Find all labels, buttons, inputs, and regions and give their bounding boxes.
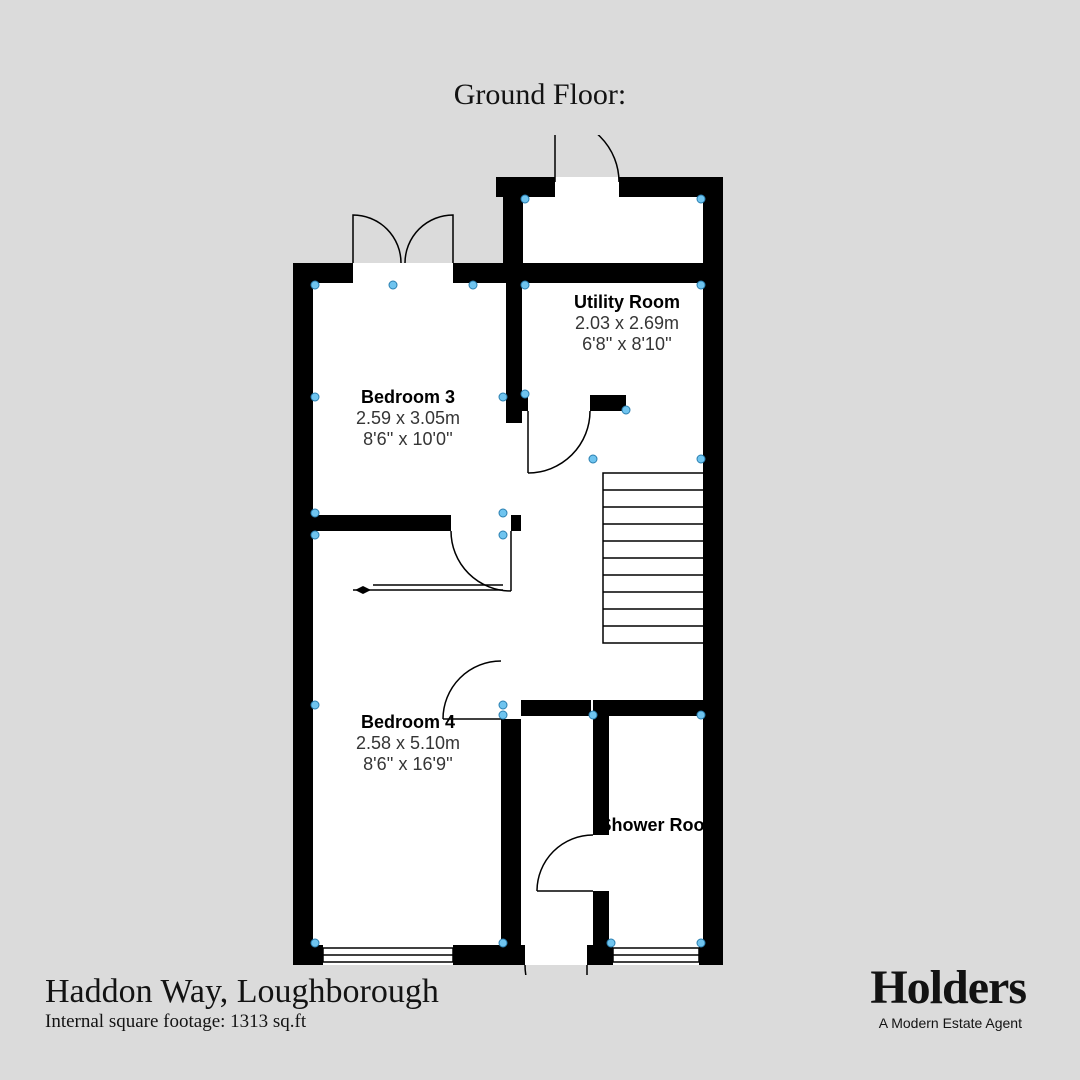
square-footage: Internal square footage: 1313 sq.ft	[45, 1011, 306, 1033]
room-imperial: 8'6'' x 16'9''	[328, 754, 488, 775]
label-shower: Shower Room	[590, 815, 730, 836]
room-imperial: 6'8'' x 8'10''	[547, 334, 707, 355]
property-address: Haddon Way, Loughborough	[45, 973, 439, 1011]
brand-name: Holders	[870, 960, 1026, 1015]
label-bedroom3: Bedroom 3 2.59 x 3.05m 8'6'' x 10'0''	[328, 387, 488, 450]
room-imperial: 8'6'' x 10'0''	[328, 429, 488, 450]
room-name: Bedroom 3	[328, 387, 488, 408]
room-metric: 2.59 x 3.05m	[328, 408, 488, 429]
room-name: Bedroom 4	[328, 712, 488, 733]
label-bedroom4: Bedroom 4 2.58 x 5.10m 8'6'' x 16'9''	[328, 712, 488, 775]
room-name: Shower Room	[590, 815, 730, 836]
room-metric: 2.58 x 5.10m	[328, 733, 488, 754]
floor-plan	[293, 135, 733, 980]
brand-tagline: A Modern Estate Agent	[879, 1015, 1022, 1031]
label-utility: Utility Room 2.03 x 2.69m 6'8'' x 8'10''	[547, 292, 707, 355]
room-name: Utility Room	[547, 292, 707, 313]
room-metric: 2.03 x 2.69m	[547, 313, 707, 334]
page-title: Ground Floor:	[0, 78, 1080, 112]
